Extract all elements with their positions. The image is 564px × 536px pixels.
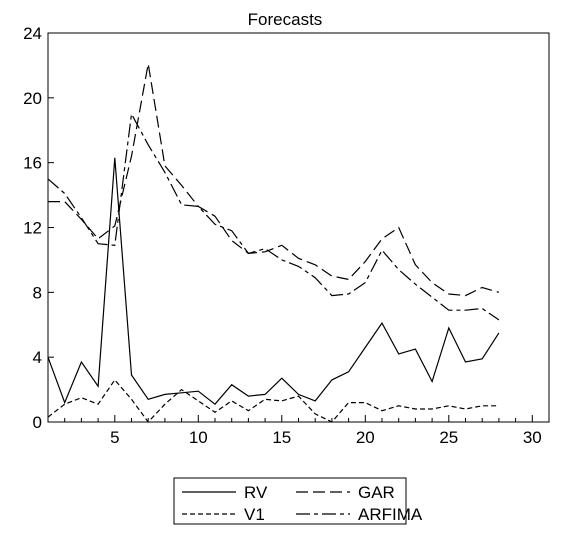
legend: RV GAR V1 ARFIMA	[173, 477, 423, 525]
y-axis: 0 4 8 12 16 20 24	[23, 24, 54, 432]
y-tick-label: 12	[23, 219, 42, 238]
series-line-v1	[47, 378, 499, 423]
y-tick-label: 16	[23, 154, 42, 173]
chart-title: Forecasts	[248, 10, 323, 29]
y-tick-label: 24	[23, 24, 42, 43]
legend-label-gar: GAR	[358, 483, 395, 502]
x-axis: 5 10 15 20 25 30	[47, 415, 550, 447]
y-tick-label: 4	[33, 348, 42, 367]
y-tick-label: 0	[33, 413, 42, 432]
series-lines	[47, 63, 500, 423]
plot-frame	[47, 32, 550, 423]
x-tick-label: 15	[272, 428, 291, 447]
x-tick-label: 5	[110, 428, 119, 447]
legend-box	[173, 477, 407, 525]
legend-label-v1: V1	[244, 505, 265, 524]
y-tick-label: 8	[33, 283, 42, 302]
x-tick-label: 25	[439, 428, 458, 447]
series-line-rv	[47, 157, 500, 406]
x-tick-label: 20	[356, 428, 375, 447]
series-line-arfima	[47, 112, 500, 321]
series-line-gar	[48, 63, 500, 297]
x-tick-label: 10	[189, 428, 208, 447]
y-tick-label: 20	[23, 89, 42, 108]
x-tick-label: 30	[523, 428, 542, 447]
legend-label-arfima: ARFIMA	[358, 505, 423, 524]
legend-label-rv: RV	[244, 483, 268, 502]
